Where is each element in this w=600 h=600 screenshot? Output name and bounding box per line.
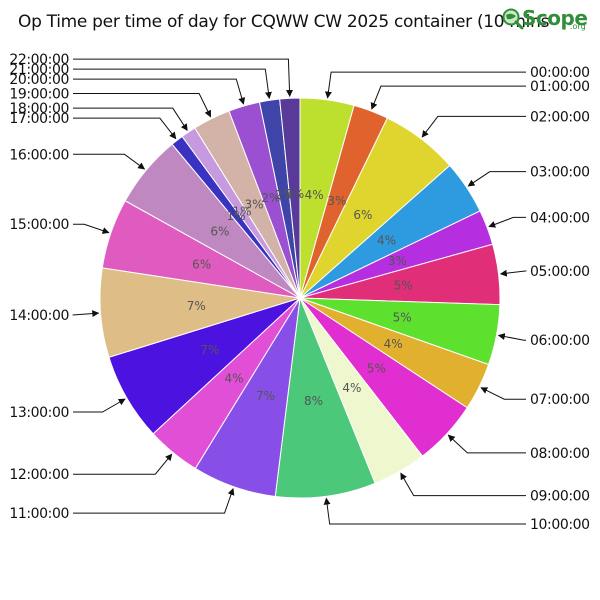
leader-line	[73, 93, 212, 118]
pct-label: 8%	[304, 394, 323, 408]
leader-line	[73, 58, 293, 97]
leader-line	[73, 487, 235, 514]
pct-label: 7%	[187, 299, 206, 313]
time-label: 19:00:00	[9, 87, 69, 103]
time-label: 06:00:00	[530, 333, 590, 349]
time-label: 14:00:00	[9, 308, 69, 324]
leader-line	[488, 216, 526, 228]
time-label: 18:00:00	[9, 101, 69, 117]
time-label: 10:00:00	[530, 517, 590, 533]
pie-slices	[99, 97, 501, 499]
pct-label: 4%	[224, 371, 243, 385]
leader-lines	[72, 58, 527, 525]
pct-label: 2%	[285, 187, 304, 201]
pct-label: 5%	[393, 310, 412, 324]
leader-line	[421, 115, 526, 138]
pct-label: 4%	[342, 381, 361, 395]
leader-line	[73, 223, 110, 234]
time-label: 08:00:00	[530, 446, 590, 462]
leader-line	[324, 71, 526, 99]
time-label: 01:00:00	[530, 79, 590, 95]
leader-line	[467, 171, 526, 187]
leader-line	[73, 117, 177, 140]
pct-label: 1%	[232, 205, 251, 219]
pie-slice-100000[interactable]	[274, 296, 376, 499]
pct-label: 7%	[256, 389, 275, 403]
pct-label: 6%	[353, 208, 372, 222]
leader-line	[73, 68, 272, 100]
time-label: 07:00:00	[530, 392, 590, 408]
leader-line	[447, 434, 526, 454]
time-label: 21:00:00	[9, 62, 69, 78]
time-label: 00:00:00	[530, 65, 590, 81]
leader-line	[73, 453, 173, 475]
magnifier-globe-icon	[502, 8, 524, 30]
time-label: 22:00:00	[9, 52, 69, 68]
time-label: 17:00:00	[9, 111, 69, 127]
pct-label: 3%	[327, 194, 346, 208]
time-label: 03:00:00	[530, 165, 590, 181]
leader-line	[323, 497, 526, 525]
time-label: 16:00:00	[9, 147, 69, 163]
time-label: 02:00:00	[530, 109, 590, 125]
pie-slice-220000[interactable]	[279, 97, 301, 299]
pct-label: 4%	[305, 188, 324, 202]
qrzscope-logo[interactable]: Scope .org	[502, 6, 594, 34]
pct-label: 1%	[227, 209, 246, 223]
leader-line	[73, 398, 126, 413]
chart-title: Op Time per time of day for CQWW CW 2025…	[18, 12, 550, 32]
leader-line	[497, 333, 526, 341]
time-label: 15:00:00	[9, 217, 69, 233]
pct-label: 7%	[200, 343, 219, 357]
leader-line	[72, 310, 100, 318]
leader-line	[370, 85, 526, 110]
pct-label: 6%	[192, 257, 211, 271]
pct-label: 5%	[394, 279, 413, 293]
time-label: 09:00:00	[530, 489, 590, 505]
pct-label: 3%	[244, 198, 263, 212]
leader-line	[400, 472, 526, 497]
leader-line	[480, 387, 526, 400]
leader-line	[73, 78, 246, 105]
pct-label: 6%	[210, 225, 229, 239]
time-label: 11:00:00	[9, 506, 69, 522]
leader-line	[73, 107, 188, 131]
time-label: 04:00:00	[530, 210, 590, 226]
time-label: 20:00:00	[9, 72, 69, 88]
pct-label: 4%	[384, 337, 403, 351]
pct-label: 4%	[377, 233, 396, 247]
time-label: 13:00:00	[9, 405, 69, 421]
time-label: 12:00:00	[9, 467, 69, 483]
leader-line	[73, 153, 146, 170]
logo-suffix: .org	[570, 22, 586, 31]
pct-label: 2%	[275, 188, 294, 202]
time-label: 05:00:00	[530, 264, 590, 280]
pct-label: 3%	[388, 254, 407, 268]
logo-text: Scope	[522, 6, 588, 30]
percent-labels: 4% 3%6%4%3%5%5%4%5%4%8%7%4%7%7%6%6%1%1%3%…	[187, 187, 413, 408]
leader-line	[499, 269, 527, 277]
pct-label: 2%	[261, 191, 280, 205]
pct-label: 5%	[367, 362, 386, 376]
